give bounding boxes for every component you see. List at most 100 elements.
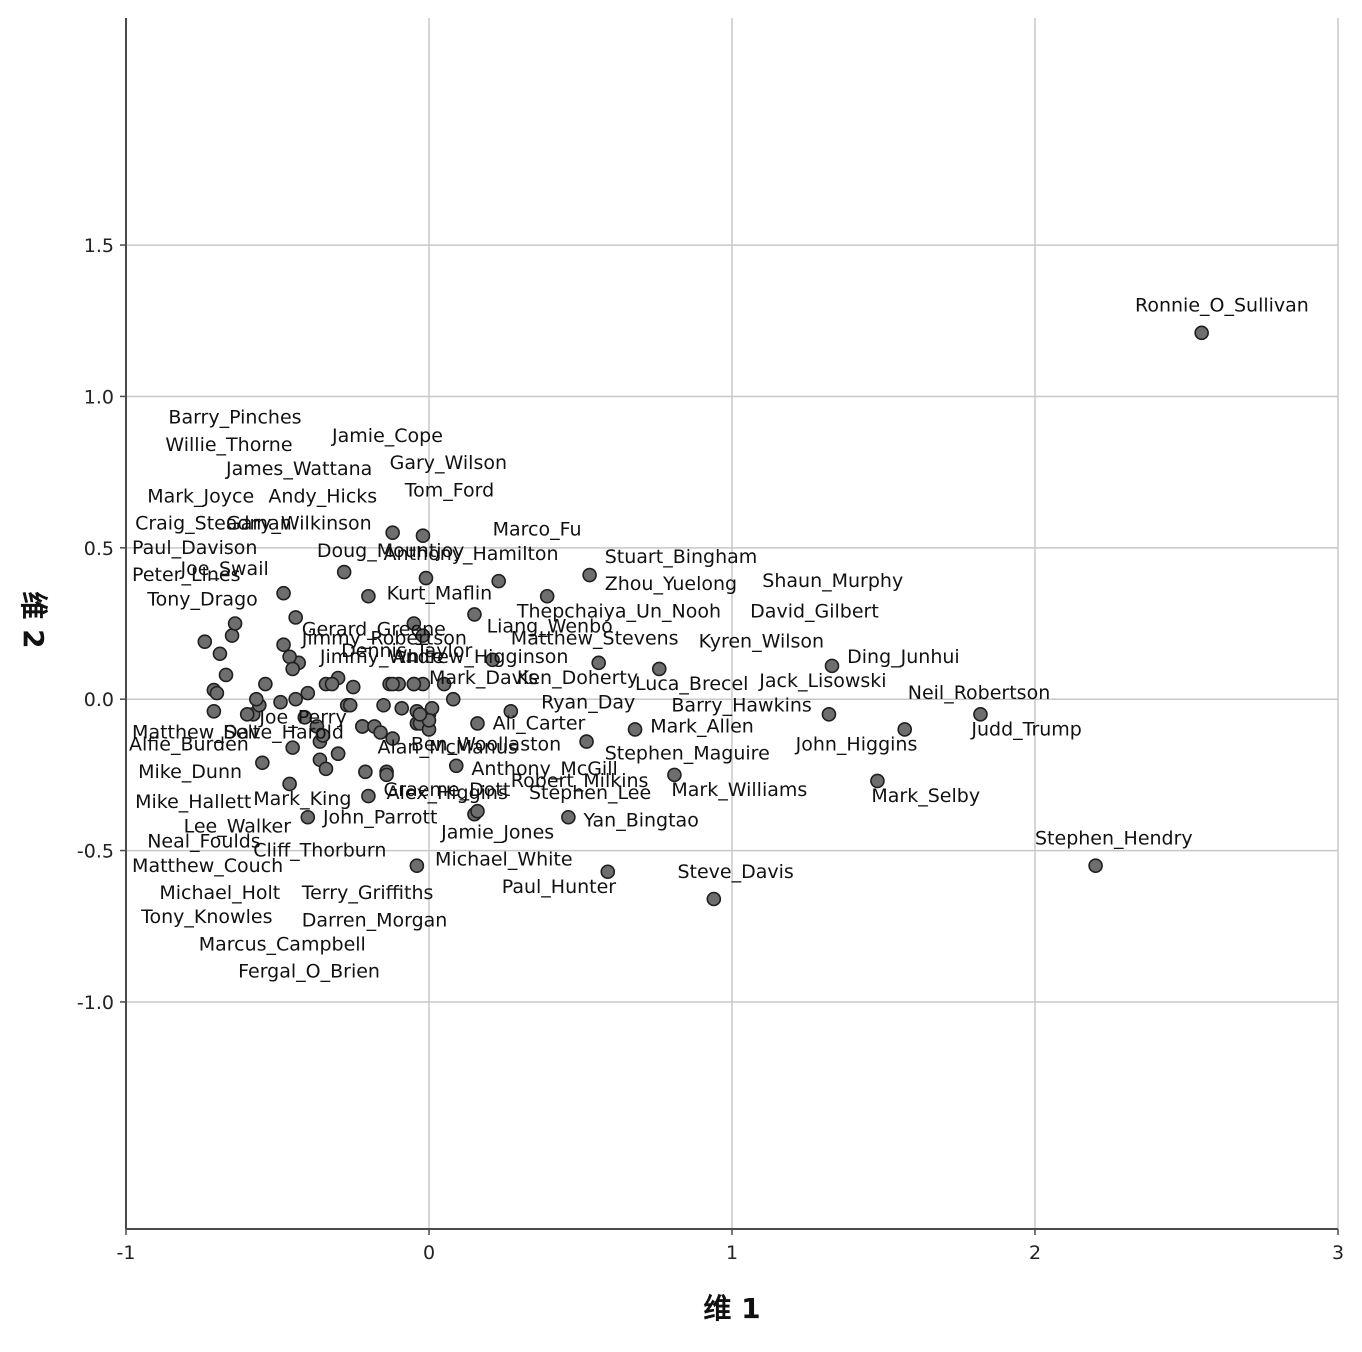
y-axis-title: 维 2 (17, 591, 50, 648)
point-label: Ryan_Day (541, 691, 635, 713)
point-label: John_Parrott (322, 806, 437, 828)
x-tick-label: -1 (117, 1242, 136, 1264)
x-tick-label: 3 (1332, 1242, 1344, 1264)
data-point (591, 655, 606, 671)
data-point (355, 719, 370, 734)
data-point (415, 528, 431, 544)
point-label: Neil_Robertson (908, 682, 1051, 704)
y-tick-label: -0.5 (77, 841, 114, 863)
point-label: Gerard_Greene (302, 619, 446, 641)
data-point (282, 776, 297, 792)
point-label: Luca_Brecel (635, 673, 748, 695)
point-label: Mark_King (253, 788, 351, 810)
point-label: Stephen_Maguire (605, 743, 770, 765)
y-tick-label: 1.0 (84, 386, 114, 408)
point-label: Ben_Woollaston (411, 734, 561, 756)
point-label: Anthony_McGill (471, 758, 617, 780)
point-label: Dave_Harold (223, 722, 344, 744)
data-point (418, 570, 434, 586)
point-label: Stuart_Bingham (605, 546, 758, 568)
data-point (1088, 858, 1103, 874)
data-point (406, 616, 422, 631)
point-label: Jimmy_Robertson (301, 628, 467, 650)
point-label: Mark_Allen (650, 715, 754, 737)
point-label: Jamie_Cope (331, 425, 443, 447)
point-label: Cliff_Thorburn (253, 840, 386, 862)
point-label: Yan_Bingtao (583, 809, 699, 831)
data-point (385, 731, 400, 746)
data-point (1194, 325, 1209, 341)
data-point (212, 646, 228, 662)
point-label: Judd_Trump (970, 719, 1082, 741)
point-label: Matthew_Stevens (511, 628, 679, 650)
point-label: Shaun_Murphy (762, 570, 903, 592)
data-point (561, 809, 576, 825)
data-point (379, 767, 394, 783)
data-point (582, 567, 597, 583)
data-point (330, 746, 346, 761)
x-tick-label: 2 (1029, 1242, 1041, 1264)
point-label: Lee_Walker (184, 815, 292, 837)
y-tick-label: 0.5 (84, 538, 114, 560)
data-point (318, 761, 334, 777)
tick-labels: -1 0 1 2 3 -1.0 -0.5 0.0 0.5 1.0 1.5 (77, 235, 1344, 1264)
point-label: Ding_Junhui (847, 646, 960, 668)
data-point (667, 767, 682, 783)
point-label: David_Gilbert (750, 600, 879, 622)
data-point (297, 710, 313, 725)
data-point (361, 788, 376, 804)
point-label: Mike_Dunn (138, 761, 242, 783)
point-label: Willie_Thorne (165, 434, 292, 456)
point-label: Paul_Hunter (502, 876, 617, 898)
point-label: Marcus_Campbell (199, 933, 366, 955)
data-point (255, 755, 270, 771)
point-label: Tom_Ford (404, 479, 494, 501)
point-label: Mark_Williams (671, 779, 807, 801)
point-label: Ken_Doherty (517, 667, 638, 689)
data-point (412, 707, 428, 722)
data-point (385, 525, 400, 540)
data-point (282, 649, 297, 665)
data-point (485, 652, 500, 668)
data-point (897, 722, 913, 737)
point-label: Matthew_Selt (132, 722, 260, 744)
data-point (285, 661, 300, 677)
point-label: Terry_Griffiths (301, 882, 434, 904)
point-label: Matthew_Couch (132, 855, 283, 877)
point-label: Gary_Wilkinson (226, 513, 372, 535)
point-label: Stephen_Lee (529, 782, 651, 804)
data-point (218, 667, 234, 683)
data-point (385, 676, 400, 692)
data-point (436, 676, 452, 692)
point-label: Jamie_Jones (440, 821, 554, 843)
data-point (276, 637, 291, 652)
grid-lines (126, 18, 1339, 1229)
data-point (248, 691, 264, 707)
point-label: Mike_Hallett (135, 791, 251, 813)
data-point (324, 676, 340, 692)
x-tick-label: 0 (423, 1242, 435, 1264)
point-label: Anthony_Hamilton (384, 543, 559, 565)
data-point (973, 707, 988, 722)
point-label: James_Wattana (225, 458, 372, 480)
data-point (651, 661, 667, 677)
point-label: Thepchaiya_Un_Nooh (516, 600, 721, 622)
point-label: Alfie_Burden (129, 734, 249, 756)
y-tick-label: 1.5 (84, 235, 114, 257)
data-point (206, 703, 222, 719)
data-point (209, 685, 225, 701)
data-point (361, 588, 376, 604)
data-point (239, 707, 255, 722)
data-point (376, 697, 391, 713)
point-label: Jimmy_White (319, 646, 444, 668)
data-point (373, 725, 388, 740)
data-point (288, 610, 303, 625)
data-point (345, 679, 361, 695)
point-label: Marco_Fu (493, 519, 582, 541)
point-label: Joe_Swail (180, 558, 269, 580)
x-tick-label: 1 (726, 1242, 738, 1264)
point-label: Joe_Perry (258, 706, 346, 728)
y-tick-label: 0.0 (84, 689, 114, 711)
point-label: Ronnie_O_Sullivan (1135, 295, 1309, 317)
data-point (491, 573, 506, 589)
